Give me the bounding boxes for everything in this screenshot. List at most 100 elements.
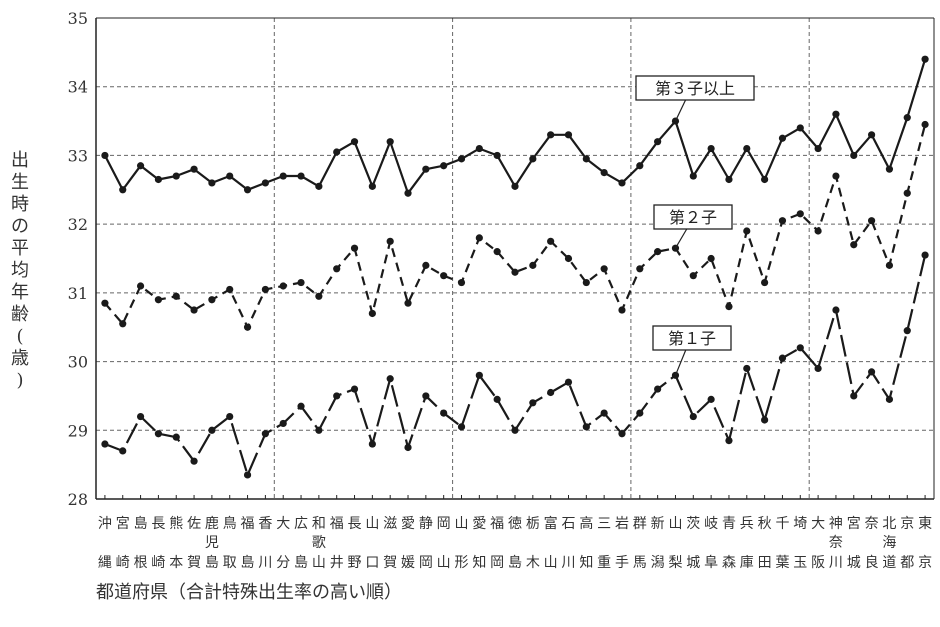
x-tick-label: 山: [312, 555, 326, 571]
x-tick-label: 井: [330, 555, 344, 571]
x-tick-label: 神: [829, 516, 843, 532]
x-tick-label: 阪: [811, 555, 825, 571]
x-tick-label: 玉: [793, 555, 807, 571]
callout-leader: [674, 99, 687, 122]
data-point: [333, 148, 341, 156]
x-tick-label: 庫: [740, 554, 754, 571]
x-tick-label: 茨: [686, 516, 700, 532]
data-point: [297, 278, 305, 287]
x-tick-label: 野: [348, 555, 362, 571]
data-point: [850, 392, 858, 400]
data-point: [457, 155, 466, 163]
data-point: [654, 385, 662, 393]
data-point: [386, 237, 394, 245]
data-point: [547, 388, 555, 397]
data-point: [279, 419, 287, 428]
data-point: [368, 182, 376, 190]
data-point: [440, 409, 448, 417]
series-label: 第２子: [669, 208, 717, 227]
data-point: [493, 151, 501, 160]
data-point: [511, 426, 519, 434]
data-point: [261, 430, 269, 438]
y-tick-label: 33: [68, 146, 88, 165]
x-tick-label: 島: [241, 555, 255, 571]
data-point: [921, 251, 929, 259]
x-tick-label: 新: [651, 516, 665, 532]
data-point: [422, 261, 430, 269]
data-point: [796, 124, 804, 132]
data-point: [600, 265, 608, 273]
data-point: [600, 409, 608, 417]
data-point: [136, 162, 145, 170]
x-tick-label: 知: [472, 554, 486, 571]
data-point: [475, 144, 483, 153]
x-tick-label: 縄: [98, 555, 112, 571]
data-point: [529, 155, 537, 163]
data-point: [261, 179, 269, 187]
x-tick-label: 熊: [169, 516, 183, 532]
x-tick-label: 分: [276, 555, 290, 571]
data-point: [136, 282, 145, 290]
data-point: [814, 364, 822, 373]
x-tick-label: 道: [882, 555, 896, 571]
data-point: [440, 272, 448, 280]
x-tick-label: 千: [775, 516, 789, 532]
callout-leader: [674, 228, 688, 249]
data-point: [475, 371, 483, 379]
x-tick-label: 葉: [775, 555, 789, 571]
x-tick-label: 崎: [151, 555, 165, 571]
x-tick-label: 奈: [829, 535, 843, 551]
data-point: [172, 172, 180, 180]
x-tick-label: 島: [134, 516, 148, 532]
data-point: [564, 378, 573, 386]
data-point: [885, 395, 894, 403]
x-tick-label: 奈: [865, 516, 879, 532]
data-point: [422, 392, 430, 400]
data-point: [636, 265, 644, 273]
x-tick-label: 本: [169, 555, 183, 571]
x-tick-label: 根: [134, 555, 148, 571]
data-point: [778, 134, 787, 142]
y-tick-label: 28: [68, 490, 88, 509]
x-tick-label: 森: [722, 555, 736, 571]
x-tick-label: 東: [918, 516, 932, 532]
data-point: [226, 172, 234, 180]
data-point: [261, 285, 269, 294]
data-point: [689, 412, 697, 421]
x-tick-label: 城: [686, 555, 700, 571]
x-tick-label: 岡: [437, 516, 451, 532]
callout-box: [653, 204, 733, 230]
data-point: [190, 306, 198, 314]
x-tick-label: 海: [882, 535, 896, 551]
x-tick-label: 愛: [401, 516, 415, 532]
data-point: [333, 265, 341, 273]
y-axis-label: 出生時の平均年齢(歳): [11, 150, 29, 391]
x-tick-label: 長: [151, 516, 165, 532]
data-point: [404, 443, 412, 452]
data-point: [368, 309, 376, 318]
data-point: [725, 303, 733, 311]
data-point: [243, 471, 252, 479]
x-tick-label: 宮: [116, 516, 130, 532]
data-point: [618, 430, 626, 438]
data-point: [636, 409, 644, 417]
data-point: [315, 426, 323, 434]
x-tick-label: 静: [419, 516, 433, 532]
x-tick-label: 広: [294, 516, 308, 532]
x-tick-label: 島: [294, 555, 308, 571]
data-point: [457, 278, 466, 287]
data-point: [386, 138, 394, 146]
x-tick-label: 川: [561, 555, 575, 571]
x-tick-label: 島: [205, 555, 219, 571]
data-point: [654, 248, 662, 256]
data-point: [101, 299, 109, 307]
data-point: [618, 179, 626, 187]
data-point: [689, 172, 697, 180]
x-tick-label: 山: [544, 555, 558, 571]
data-point: [636, 162, 644, 170]
x-tick-label: 佐: [187, 516, 201, 532]
data-point: [582, 278, 590, 287]
x-tick-label: 福: [241, 516, 255, 532]
data-point: [172, 433, 180, 441]
data-point: [921, 120, 929, 129]
